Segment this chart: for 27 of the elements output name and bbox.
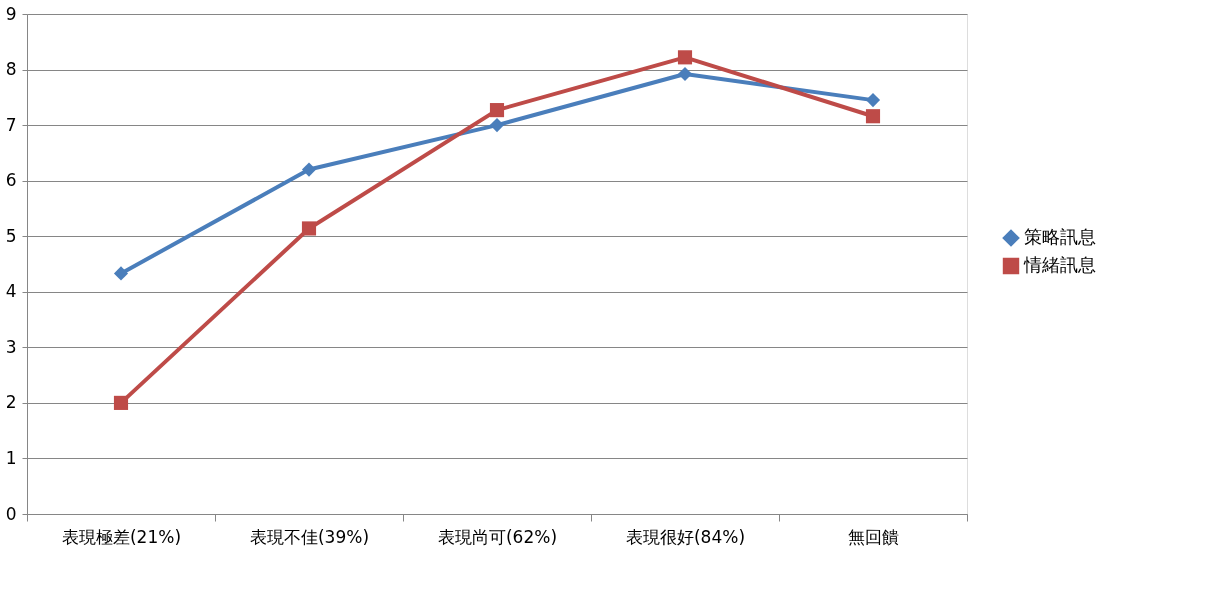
y-tick-label: 4 <box>5 281 17 302</box>
point <box>865 109 881 124</box>
y-tick-label: 9 <box>5 3 17 24</box>
x-tick-label: 表現不佳(39%) <box>249 526 370 547</box>
y-tick-label: 5 <box>5 225 17 246</box>
point <box>489 103 505 118</box>
point <box>113 395 129 410</box>
y-tick-label: 2 <box>5 392 17 413</box>
x-tick-label: 表現尚可(62%) <box>437 526 558 547</box>
x-tick-label: 無回饋 <box>848 526 899 547</box>
y-tick-label: 0 <box>5 503 17 524</box>
y-tick-label: 3 <box>5 336 17 357</box>
point <box>677 50 693 65</box>
point <box>113 266 129 281</box>
point <box>677 66 693 82</box>
x-tick-label: 表現極差(21%) <box>61 526 182 547</box>
y-tick-label: 1 <box>5 447 17 468</box>
y-tick-label: 8 <box>5 59 17 80</box>
point <box>865 93 881 108</box>
point <box>301 162 317 177</box>
point <box>489 118 505 133</box>
y-tick-label: 7 <box>5 114 17 135</box>
point <box>301 221 317 236</box>
x-tick-label: 表現很好(84%) <box>625 526 746 547</box>
legend-label: 策略訊息 <box>1024 226 1096 247</box>
y-tick-label: 6 <box>5 170 17 191</box>
legend-label: 情緒訊息 <box>1023 254 1096 275</box>
